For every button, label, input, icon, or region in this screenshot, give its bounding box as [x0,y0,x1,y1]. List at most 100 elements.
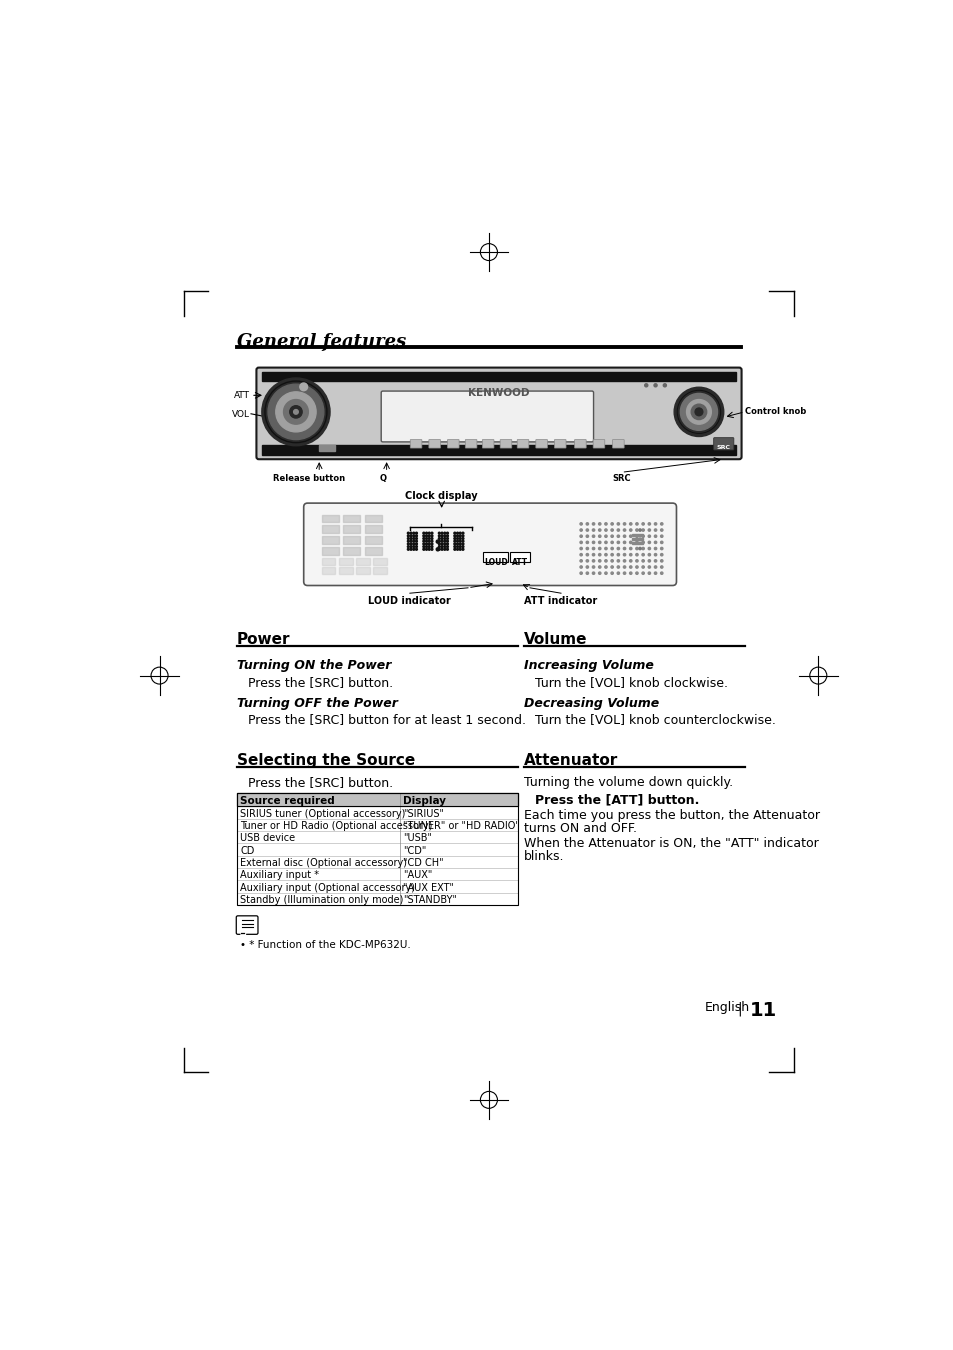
Text: • * Function of the KDC-MP632U.: • * Function of the KDC-MP632U. [240,941,411,950]
Circle shape [431,535,433,537]
Circle shape [598,541,600,544]
Circle shape [617,566,618,568]
Circle shape [416,543,417,545]
Circle shape [579,566,581,568]
Circle shape [647,572,650,574]
FancyBboxPatch shape [593,440,604,448]
Circle shape [641,566,643,568]
FancyBboxPatch shape [536,440,547,448]
Text: 11: 11 [749,1002,777,1021]
Bar [261,373,736,382]
Circle shape [413,532,415,535]
Circle shape [579,554,581,556]
Text: "USB": "USB" [402,833,432,844]
Circle shape [622,535,625,537]
FancyBboxPatch shape [713,437,733,450]
Bar [338,558,353,564]
Circle shape [654,535,656,537]
Circle shape [659,566,662,568]
Circle shape [261,378,330,446]
Circle shape [659,547,662,549]
Circle shape [458,543,460,545]
Text: Turn the [VOL] knob clockwise.: Turn the [VOL] knob clockwise. [534,675,727,688]
Text: Turning the volume down quickly.: Turning the volume down quickly. [523,776,732,790]
Circle shape [659,541,662,544]
Text: Turning ON the Power: Turning ON the Power [236,659,391,672]
Circle shape [585,541,588,544]
Circle shape [461,537,463,540]
Circle shape [443,543,445,545]
Text: USB device: USB device [240,833,295,844]
Circle shape [647,554,650,556]
Circle shape [407,535,409,537]
Circle shape [446,537,448,540]
Circle shape [416,535,417,537]
Circle shape [610,554,613,556]
Circle shape [585,560,588,562]
Circle shape [610,529,613,531]
Circle shape [425,545,427,548]
Circle shape [443,545,445,548]
Text: ATT indicator: ATT indicator [524,595,597,606]
Circle shape [410,532,412,535]
Text: LOUD indicator: LOUD indicator [368,595,451,606]
Bar [343,547,360,555]
FancyBboxPatch shape [612,440,623,448]
Circle shape [458,545,460,548]
Text: VOL: VOL [232,410,249,418]
FancyBboxPatch shape [574,440,585,448]
Circle shape [422,543,424,545]
Circle shape [629,560,631,562]
Circle shape [294,409,298,414]
Circle shape [585,572,588,574]
Circle shape [592,541,594,544]
Circle shape [610,572,613,574]
Circle shape [647,560,650,562]
Text: "CD": "CD" [402,845,426,856]
Circle shape [617,529,618,531]
Circle shape [654,529,656,531]
Text: "CD CH": "CD CH" [402,859,443,868]
FancyBboxPatch shape [554,440,565,448]
Circle shape [629,522,631,525]
Circle shape [456,537,458,540]
Circle shape [422,545,424,548]
Bar [321,514,338,522]
Circle shape [604,566,606,568]
Circle shape [283,400,308,424]
Circle shape [598,535,600,537]
Circle shape [407,548,409,551]
Bar [632,533,642,536]
Circle shape [592,547,594,549]
Circle shape [592,554,594,556]
FancyBboxPatch shape [429,440,440,448]
Text: English: English [704,1002,749,1014]
Circle shape [428,545,430,548]
Bar [365,536,381,544]
Circle shape [428,543,430,545]
Circle shape [654,572,656,574]
Bar [321,567,335,574]
Circle shape [686,400,711,424]
Text: Q: Q [379,474,386,483]
Circle shape [436,540,439,543]
Circle shape [579,572,581,574]
Circle shape [635,529,638,531]
Circle shape [579,560,581,562]
Circle shape [604,547,606,549]
FancyBboxPatch shape [256,367,740,459]
Circle shape [610,522,613,525]
Circle shape [416,537,417,540]
Circle shape [446,532,448,535]
Bar [355,567,369,574]
Circle shape [410,535,412,537]
Circle shape [659,560,662,562]
Circle shape [639,547,640,549]
Text: Attenuator: Attenuator [523,753,618,768]
Circle shape [659,529,662,531]
Circle shape [604,522,606,525]
Bar [236,794,517,904]
Text: Control knob: Control knob [744,408,806,416]
Circle shape [446,548,448,551]
Bar [632,537,642,540]
